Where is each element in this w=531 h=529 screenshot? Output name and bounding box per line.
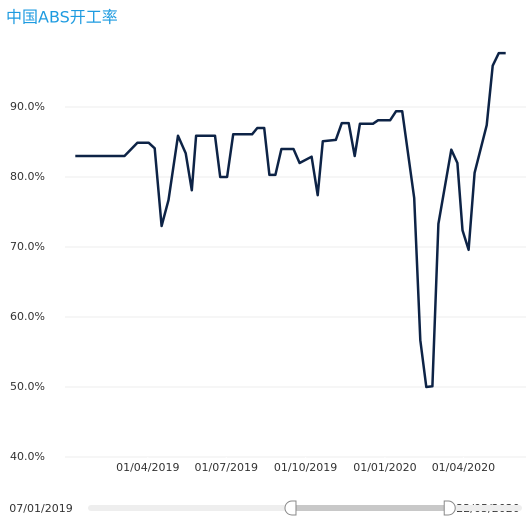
x-tick-label: 01/10/2019 [274,461,337,474]
chart-title: 中国ABS开工率 [6,8,118,27]
zoom-start-label: 07/01/2019 [9,502,72,515]
x-tick-label: 01/01/2020 [353,461,416,474]
y-tick-label: 70.0% [10,240,45,253]
y-tick-label: 60.0% [10,310,45,323]
x-tick-label: 01/07/2019 [195,461,258,474]
y-tick-label: 50.0% [10,380,45,393]
data-line [75,51,506,389]
zoom-handle[interactable] [284,500,297,516]
y-tick-label: 80.0% [10,170,45,183]
y-tick-label: 90.0% [10,100,45,113]
zoom-selection [291,505,449,511]
x-tick-label: 01/04/2020 [432,461,495,474]
y-tick-label: 40.0% [10,450,45,463]
zoom-handle[interactable] [443,500,456,516]
x-tick-label: 01/04/2019 [116,461,179,474]
